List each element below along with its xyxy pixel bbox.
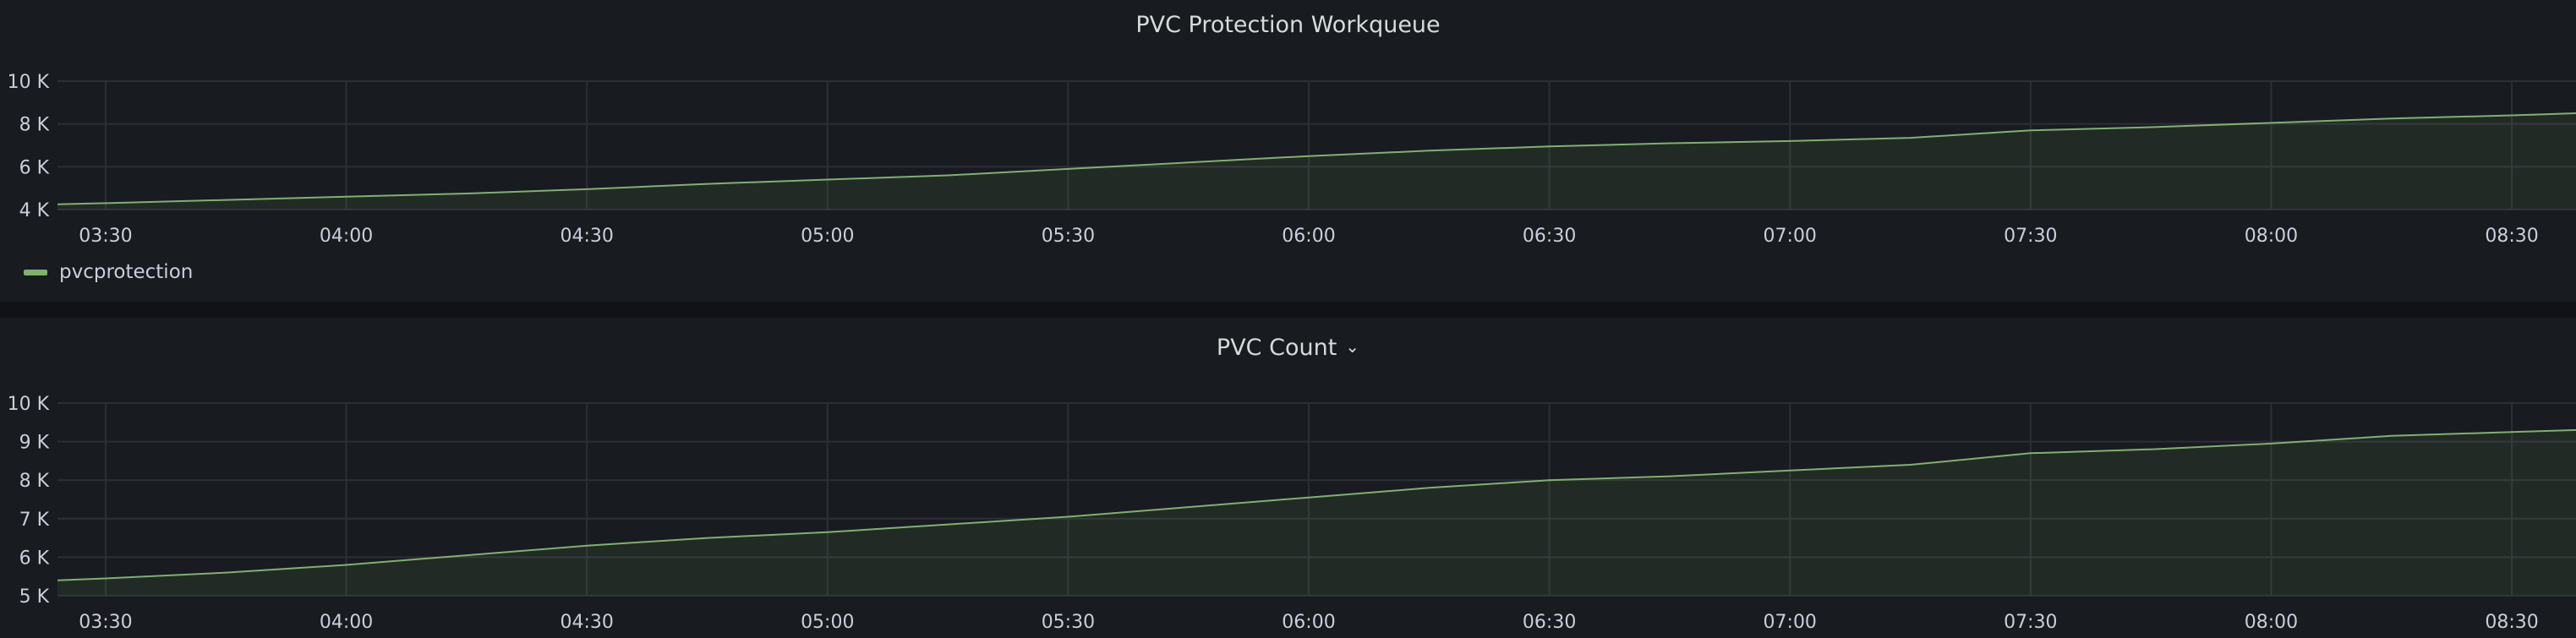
pvc-count-panel: PVC Count ⌄ 5 K 6 K 7 K 8 K 9 K 10 K 03:30 04:00… [0,318,2576,638]
x-tick-label: 05:00 [801,612,854,633]
panel-title-text: PVC Count [1216,335,1337,361]
x-tick-label: 04:00 [320,226,373,247]
y-tick-label: 4 K [19,200,50,221]
x-tick-label: 04:00 [320,612,373,633]
series-line[interactable] [57,428,2576,581]
series-line[interactable] [57,112,2576,205]
x-tick-label: 04:30 [560,612,613,633]
x-tick-label: 05:30 [1042,612,1095,633]
x-tick-label: 08:30 [2485,612,2538,633]
legend-swatch [24,269,47,275]
x-tick-label: 07:00 [1764,612,1817,633]
x-tick-label: 08:30 [2485,226,2538,247]
x-tick-label: 06:00 [1282,226,1335,247]
y-tick-label: 8 K [19,115,50,136]
y-tick-label: 10 K [8,394,50,415]
x-tick-label: 07:30 [2004,612,2057,633]
legend-label-pvcprotection: pvcprotection [59,261,194,283]
series-area-fill [57,429,2576,596]
x-tick-label: 08:00 [2245,612,2298,633]
x-tick-label: 06:30 [1523,612,1576,633]
panel-divider [0,302,2576,318]
panel-title[interactable]: PVC Protection Workqueue [0,12,2576,39]
pvc-count-chart[interactable]: 5 K 6 K 7 K 8 K 9 K 10 K 03:30 04:00 04:30 05:00 0… [0,318,2576,638]
y-tick-label: 7 K [19,510,50,531]
x-tick-label: 03:30 [79,612,132,633]
legend[interactable]: pvcprotection [24,261,193,283]
x-tick-label: 04:30 [560,226,613,247]
y-tick-label: 5 K [19,586,50,608]
x-tick-label: 06:00 [1282,612,1335,633]
y-tick-label: 6 K [19,548,50,569]
chevron-down-icon[interactable]: ⌄ [1345,336,1360,357]
y-tick-label: 10 K [8,72,50,93]
panel-title[interactable]: PVC Count ⌄ [0,333,2576,362]
x-tick-label: 07:30 [2004,226,2057,247]
panel-title-text: PVC Protection Workqueue [1135,12,1441,38]
x-tick-label: 08:00 [2245,226,2298,247]
x-tick-label: 06:30 [1523,226,1576,247]
x-tick-label: 05:00 [801,226,854,247]
y-tick-label: 8 K [19,471,50,492]
y-tick-label: 9 K [19,433,50,454]
x-tick-label: 07:00 [1764,226,1817,247]
y-tick-label: 6 K [19,157,50,178]
x-tick-label: 03:30 [79,226,132,247]
x-tick-label: 05:30 [1042,226,1095,247]
pvc-protection-panel: PVC Protection Workqueue 4 K 6 K 8 K 10 K 03… [0,0,2576,302]
pvc-protection-chart[interactable]: 4 K 6 K 8 K 10 K 03:30 04:00 04:30 05:00 05:30 06… [0,0,2576,254]
